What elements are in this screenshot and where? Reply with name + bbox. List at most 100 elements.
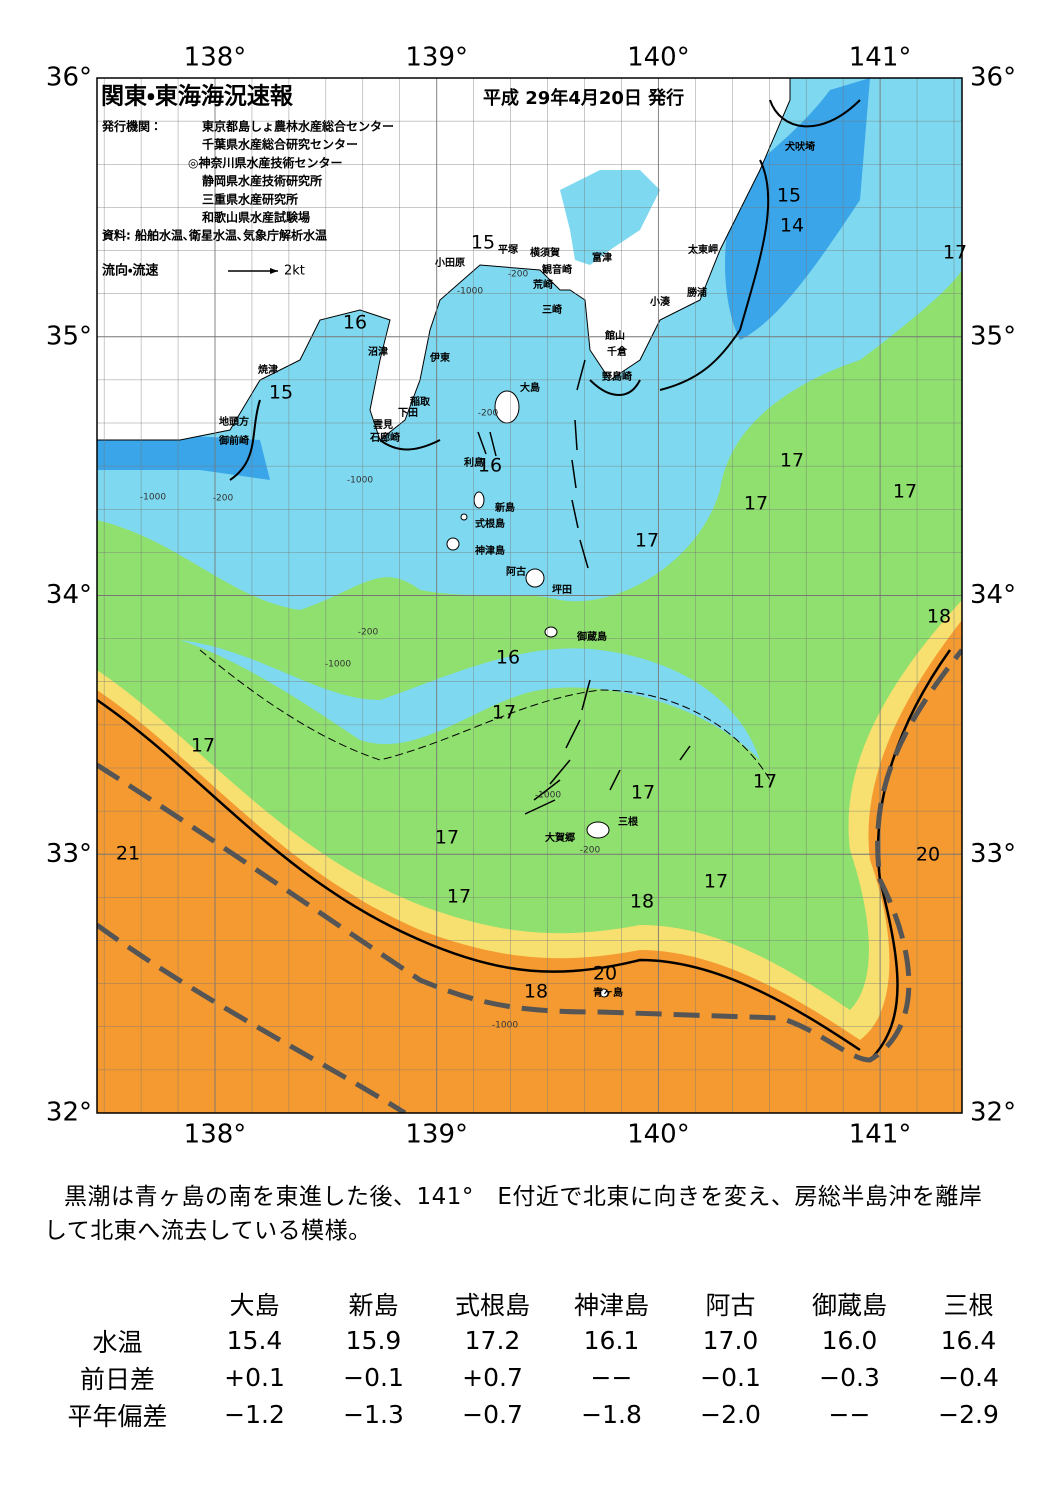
island bbox=[525, 568, 545, 588]
place-name: 沼津 bbox=[368, 345, 388, 358]
lon-label: 141° bbox=[849, 43, 912, 73]
data-table: 大島 新島 式根島 神津島 阿古 御蔵島 三根 水温 15.4 15.9 17.2 16.1 17.0 1… bbox=[40, 1285, 1028, 1433]
isotherm-label: 17 bbox=[943, 242, 967, 264]
place-name: 阿古 bbox=[506, 565, 526, 578]
cool-tongue bbox=[180, 640, 760, 760]
isotherm-label: 17 bbox=[753, 771, 777, 793]
isotherm-label: 17 bbox=[447, 886, 471, 908]
place-name: 大島 bbox=[520, 381, 540, 394]
island bbox=[446, 537, 460, 551]
isotherm bbox=[379, 439, 441, 451]
place-name: 野島崎 bbox=[602, 370, 632, 383]
column-header: 三根 bbox=[943, 1290, 994, 1320]
isotherm-label: 15 bbox=[471, 232, 495, 254]
table-cell: +0.7 bbox=[462, 1363, 523, 1392]
publisher: 千葉県水産総合研究センター bbox=[202, 137, 358, 152]
place-name: 御前崎 bbox=[218, 434, 249, 447]
island bbox=[544, 626, 558, 638]
depth-label: -1000 bbox=[140, 493, 166, 503]
isotherm-label: 15 bbox=[269, 382, 293, 404]
column-header: 新島 bbox=[348, 1290, 399, 1320]
place-name: 利島 bbox=[464, 456, 484, 469]
depth-label: -1000 bbox=[457, 287, 483, 297]
current-arrow bbox=[565, 719, 581, 749]
map-body bbox=[97, 78, 962, 1113]
publisher: 和歌山県水産試験場 bbox=[201, 210, 310, 225]
description: 黒潮は青ヶ島の南を東進した後、141° E付近で北東に向きを変え、房総半島沖を離… bbox=[44, 1184, 983, 1244]
place-name: 神津島 bbox=[474, 544, 505, 557]
place-name: 館山 bbox=[604, 329, 625, 342]
place-name: 稲取 bbox=[410, 395, 431, 408]
place-name: 三根 bbox=[618, 815, 639, 828]
isotherm-label: 18 bbox=[927, 606, 951, 628]
isotherm bbox=[199, 649, 771, 781]
table-cell: 15.4 bbox=[226, 1326, 283, 1355]
legend-label: 流向・流速 bbox=[102, 263, 158, 279]
row-header: 平年偏差 bbox=[67, 1401, 168, 1431]
header-row: 大島 新島 式根島 神津島 阿古 御蔵島 三根 bbox=[40, 1285, 1028, 1322]
lat-label: 34° bbox=[46, 580, 92, 610]
cold-water bbox=[725, 78, 870, 340]
place-name: 大賀郷 bbox=[545, 831, 575, 844]
depth-label: -200 bbox=[508, 270, 529, 280]
current-arrow bbox=[571, 499, 579, 529]
current-arrow bbox=[579, 539, 589, 569]
kuroshio-axis bbox=[97, 648, 962, 1113]
isotherm bbox=[769, 99, 861, 128]
place-name: 新島 bbox=[494, 501, 515, 514]
isotherm-label: 15 bbox=[777, 185, 801, 207]
isotherm-label: 18 bbox=[630, 891, 654, 913]
isotherm-label: 17 bbox=[492, 702, 516, 724]
lon-label: 141° bbox=[849, 1120, 912, 1150]
isotherm-label: 18 bbox=[524, 981, 548, 1003]
table-cell: −0.1 bbox=[700, 1363, 761, 1392]
publisher: 三重県水産研究所 bbox=[202, 191, 298, 206]
isotherm-label: 14 bbox=[780, 215, 804, 237]
table-cell: −0.7 bbox=[462, 1400, 523, 1429]
isotherm-label: 17 bbox=[435, 827, 459, 849]
current-arrow bbox=[574, 419, 578, 451]
publisher-label: 発行機関： bbox=[101, 119, 162, 134]
lat-label: 36° bbox=[46, 63, 92, 93]
isotherm-label: 17 bbox=[780, 450, 804, 472]
depth-label: -200 bbox=[580, 846, 601, 856]
depth-label: -1000 bbox=[325, 660, 351, 670]
lat-label: 35° bbox=[46, 321, 92, 351]
place-name: 坪田 bbox=[552, 583, 572, 596]
table-cell: 17.0 bbox=[702, 1326, 759, 1355]
land bbox=[97, 78, 791, 441]
place-name: 太東岬 bbox=[687, 243, 718, 256]
island bbox=[460, 513, 468, 521]
source: 資料: 船舶水温､衛星水温､気象庁解析水温 bbox=[102, 228, 327, 243]
current-arrow bbox=[571, 459, 577, 489]
isotherm bbox=[97, 698, 861, 1052]
depth-label: -1000 bbox=[492, 1021, 518, 1031]
place-name: 式根島 bbox=[475, 517, 505, 530]
table-row: 水温 15.4 15.9 17.2 16.1 17.0 16.0 16.4 bbox=[40, 1322, 1028, 1359]
place-name: 青ヶ島 bbox=[593, 986, 623, 999]
isotherm-label: 17 bbox=[704, 871, 728, 893]
lat-label: 34° bbox=[970, 580, 1016, 610]
publisher: 東京都島しょ農林水産総合センター bbox=[202, 119, 394, 134]
table-cell: −0.1 bbox=[343, 1363, 404, 1392]
table-cell: −1.3 bbox=[343, 1400, 404, 1429]
table-row: 平年偏差 −1.2 −1.3 −0.7 −1.8 −2.0 −− −2.9 bbox=[40, 1396, 1028, 1433]
island bbox=[473, 491, 485, 509]
title: 関東・東海海況速報 bbox=[101, 83, 294, 110]
current-arrow bbox=[581, 679, 591, 711]
table-cell: −1.2 bbox=[224, 1400, 285, 1429]
place-name: 三崎 bbox=[542, 303, 562, 316]
table-cell: 15.9 bbox=[345, 1326, 402, 1355]
island bbox=[586, 821, 610, 839]
place-name: 千倉 bbox=[607, 345, 628, 358]
isotherm-label: 17 bbox=[893, 481, 917, 503]
table-cell: −1.8 bbox=[581, 1400, 642, 1429]
map: 138° 138° 139° 139° 140° 140° 141° 141° 36° 36° 35… bbox=[46, 43, 1016, 1150]
lat-label: 32° bbox=[970, 1098, 1016, 1128]
lon-label: 140° bbox=[627, 43, 690, 73]
isotherm-label: 16 bbox=[478, 455, 502, 477]
place-name: 犬吠埼 bbox=[785, 140, 815, 153]
isotherm-label: 16 bbox=[343, 312, 367, 334]
table-cell: 16.0 bbox=[821, 1326, 878, 1355]
